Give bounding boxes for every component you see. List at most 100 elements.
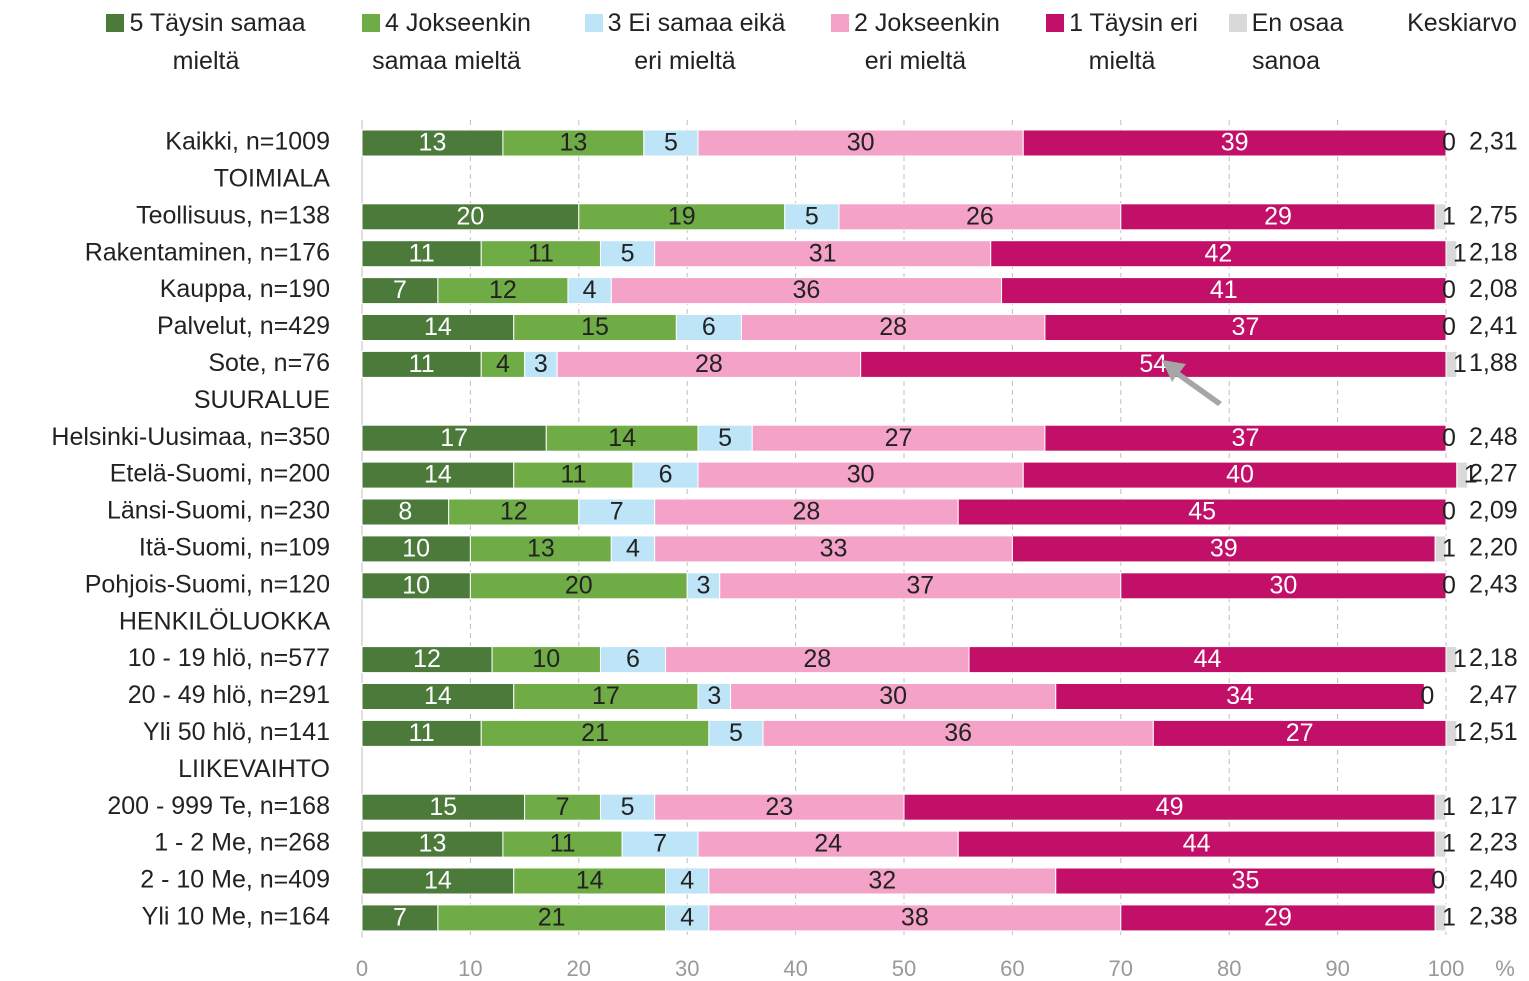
- data-label: 14: [424, 867, 452, 895]
- bar-segment: [860, 350, 1447, 378]
- data-label: 11: [550, 830, 576, 858]
- bar-segment: [437, 277, 569, 305]
- legend-swatch: [584, 14, 603, 32]
- x-axis-label: %: [1495, 956, 1515, 981]
- average-label: 2,23: [1469, 829, 1518, 857]
- category-label: SUURALUE: [194, 386, 330, 414]
- data-label: 30: [847, 129, 875, 157]
- data-label: 30: [1269, 571, 1297, 599]
- data-label: 33: [820, 535, 848, 563]
- bar-segment: [1434, 203, 1447, 231]
- bar-segment: [361, 793, 526, 821]
- data-label: 0: [1420, 682, 1434, 710]
- bar-segment: [610, 535, 656, 563]
- data-label: 36: [944, 719, 972, 747]
- data-label: 7: [556, 793, 570, 821]
- data-label: 13: [559, 129, 587, 157]
- bar-segment: [361, 461, 515, 489]
- data-label: 29: [1264, 202, 1292, 230]
- data-label: 28: [879, 313, 907, 341]
- bar-segment: [437, 904, 667, 932]
- bar-segment: [545, 424, 699, 452]
- data-label: 8: [398, 498, 412, 526]
- bar-segment: [448, 498, 580, 526]
- bar-segment: [654, 498, 959, 526]
- data-label: 20: [456, 202, 484, 230]
- bar-segment: [361, 646, 493, 674]
- data-label: 21: [538, 904, 566, 932]
- bar-segment: [697, 683, 732, 710]
- bar-segment: [480, 350, 526, 378]
- data-label: 11: [409, 239, 435, 267]
- bar-segment: [1001, 277, 1447, 305]
- bar-segment: [513, 683, 699, 710]
- data-label: 4: [680, 867, 694, 895]
- bar-segment: [762, 719, 1154, 747]
- data-label: 6: [659, 461, 673, 489]
- x-tick-label: 10: [458, 956, 482, 981]
- data-label: 44: [1183, 830, 1211, 858]
- data-label: 6: [702, 313, 716, 341]
- bar-segment: [491, 646, 601, 674]
- average-label: 2,47: [1469, 681, 1518, 709]
- legend-item: 1 Täysin eri mieltä: [1042, 4, 1202, 80]
- bar-segment: [654, 535, 1013, 563]
- bar-segment: [361, 867, 515, 895]
- bar-segment: [643, 129, 699, 157]
- data-label: 32: [868, 867, 896, 895]
- bar-segment: [1044, 424, 1447, 452]
- arrow-annotation: [1162, 360, 1222, 406]
- legend-label: En osaa sanoa: [1251, 9, 1344, 75]
- data-label: 12: [500, 498, 528, 526]
- bar-segment: [1434, 830, 1447, 858]
- data-label: 1: [1453, 645, 1467, 673]
- data-label: 15: [581, 313, 609, 341]
- bar-segment: [1445, 240, 1458, 268]
- data-label: 1: [1442, 793, 1456, 821]
- data-label: 3: [534, 350, 548, 378]
- data-label: 4: [583, 276, 597, 304]
- data-label: 30: [847, 461, 875, 489]
- data-label: 1: [1442, 202, 1456, 230]
- average-label: 2,20: [1469, 534, 1518, 562]
- data-label: 30: [879, 682, 907, 710]
- data-label: 0: [1442, 424, 1456, 452]
- bar-segment: [697, 424, 753, 452]
- x-tick-label: 70: [1109, 956, 1133, 981]
- data-label: 11: [409, 350, 435, 378]
- bar-segment: [513, 314, 677, 341]
- x-tick-label: 50: [892, 956, 916, 981]
- legend-swatch: [362, 14, 381, 32]
- legend-item: 2 Jokseenkin eri mieltä: [818, 4, 1013, 80]
- data-label: 26: [966, 202, 994, 230]
- average-label: 2,18: [1469, 238, 1518, 266]
- bar-segment: [480, 240, 601, 268]
- category-label: Rakentaminen, n=176: [85, 238, 330, 266]
- bar-segment: [502, 830, 623, 858]
- bar-segment: [1434, 535, 1447, 563]
- bar-segment: [654, 240, 992, 268]
- bar-segment: [957, 830, 1436, 858]
- legend-label: 3 Ei samaa eikä eri mieltä: [607, 9, 786, 75]
- data-label: 14: [608, 424, 636, 452]
- x-tick-label: 30: [675, 956, 699, 981]
- data-label: 12: [413, 645, 441, 673]
- bar-segment: [1152, 719, 1447, 747]
- x-tick-label: 40: [783, 956, 807, 981]
- data-label: 19: [668, 202, 696, 230]
- bar-segment: [1120, 572, 1447, 600]
- category-label: Yli 10 Me, n=164: [142, 903, 330, 931]
- data-label: 14: [576, 867, 604, 895]
- bar-segment: [697, 461, 1024, 489]
- bar-segment: [599, 646, 667, 674]
- bar-segment: [599, 793, 656, 821]
- bar-segment: [957, 498, 1447, 526]
- bar-segment: [665, 646, 970, 674]
- legend-swatch: [831, 14, 850, 32]
- data-label: 10: [402, 571, 430, 599]
- data-label: 4: [680, 904, 694, 932]
- category-label: 1 - 2 Me, n=268: [154, 829, 330, 857]
- category-label: 200 - 999 Te, n=168: [107, 792, 330, 820]
